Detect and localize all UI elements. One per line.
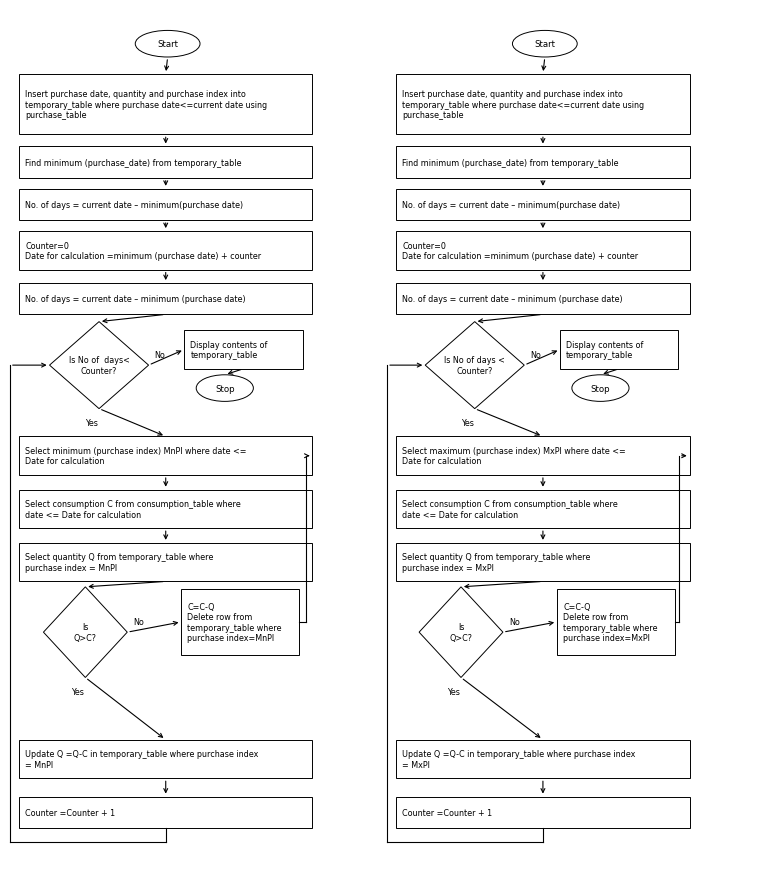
Bar bbox=[19, 232, 312, 270]
Text: Counter=0
Date for calculation =minimum (purchase date) + counter: Counter=0 Date for calculation =minimum … bbox=[402, 242, 639, 261]
Bar bbox=[396, 189, 690, 221]
Text: Yes: Yes bbox=[85, 419, 98, 428]
Text: C=C-Q
Delete row from
temporary_table where
purchase index=MxPI: C=C-Q Delete row from temporary_table wh… bbox=[563, 602, 658, 642]
Polygon shape bbox=[43, 587, 127, 678]
Bar bbox=[19, 437, 312, 475]
Bar bbox=[19, 147, 312, 179]
Text: Select quantity Q from temporary_table where
purchase index = MxPI: Select quantity Q from temporary_table w… bbox=[402, 553, 591, 572]
Bar bbox=[396, 437, 690, 475]
Text: Select minimum (purchase index) MnPI where date <=
Date for calculation: Select minimum (purchase index) MnPI whe… bbox=[25, 447, 247, 466]
Text: Display contents of
temporary_table: Display contents of temporary_table bbox=[566, 341, 644, 360]
Text: No. of days = current date – minimum (purchase date): No. of days = current date – minimum (pu… bbox=[25, 295, 246, 304]
Text: Display contents of
temporary_table: Display contents of temporary_table bbox=[190, 341, 268, 360]
Text: Is No of days <
Counter?: Is No of days < Counter? bbox=[444, 356, 505, 375]
Bar bbox=[19, 740, 312, 779]
Text: Is
Q>C?: Is Q>C? bbox=[74, 623, 97, 642]
Bar bbox=[557, 589, 675, 655]
Bar bbox=[396, 797, 690, 828]
Ellipse shape bbox=[512, 31, 577, 58]
Bar bbox=[396, 283, 690, 315]
Bar bbox=[396, 147, 690, 179]
Bar bbox=[184, 331, 303, 369]
Bar bbox=[19, 283, 312, 315]
Polygon shape bbox=[419, 587, 503, 678]
Ellipse shape bbox=[197, 375, 253, 401]
Text: Update Q =Q-C in temporary_table where purchase index
= MxPI: Update Q =Q-C in temporary_table where p… bbox=[402, 749, 636, 769]
Bar bbox=[396, 75, 690, 136]
Text: Insert purchase date, quantity and purchase index into
temporary_table where pur: Insert purchase date, quantity and purch… bbox=[402, 90, 645, 120]
Text: Update Q =Q-C in temporary_table where purchase index
= MnPI: Update Q =Q-C in temporary_table where p… bbox=[25, 749, 258, 769]
Bar bbox=[19, 797, 312, 828]
Bar bbox=[19, 543, 312, 581]
Bar bbox=[560, 331, 678, 369]
Text: C=C-Q
Delete row from
temporary_table where
purchase index=MnPI: C=C-Q Delete row from temporary_table wh… bbox=[187, 602, 282, 642]
Text: Start: Start bbox=[534, 40, 555, 50]
Text: Select consumption C from consumption_table where
date <= Date for calculation: Select consumption C from consumption_ta… bbox=[402, 500, 618, 519]
Bar bbox=[19, 75, 312, 136]
Text: Select consumption C from consumption_table where
date <= Date for calculation: Select consumption C from consumption_ta… bbox=[25, 500, 241, 519]
Ellipse shape bbox=[136, 31, 200, 58]
Text: Start: Start bbox=[157, 40, 178, 50]
Text: Counter =Counter + 1: Counter =Counter + 1 bbox=[25, 808, 115, 817]
Text: No: No bbox=[530, 351, 541, 360]
Text: Select maximum (purchase index) MxPI where date <=
Date for calculation: Select maximum (purchase index) MxPI whe… bbox=[402, 447, 626, 466]
Text: Is No of  days<
Counter?: Is No of days< Counter? bbox=[69, 356, 130, 375]
Text: No. of days = current date – minimum(purchase date): No. of days = current date – minimum(pur… bbox=[25, 201, 243, 209]
Text: Stop: Stop bbox=[591, 384, 610, 393]
Text: No. of days = current date – minimum (purchase date): No. of days = current date – minimum (pu… bbox=[402, 295, 623, 304]
Text: No: No bbox=[133, 617, 144, 627]
Bar bbox=[19, 189, 312, 221]
Bar bbox=[396, 490, 690, 528]
Text: Find minimum (purchase_date) from temporary_table: Find minimum (purchase_date) from tempor… bbox=[402, 158, 619, 168]
Text: Counter=0
Date for calculation =minimum (purchase date) + counter: Counter=0 Date for calculation =minimum … bbox=[25, 242, 261, 261]
Bar bbox=[181, 589, 299, 655]
Text: Counter =Counter + 1: Counter =Counter + 1 bbox=[402, 808, 492, 817]
Text: No: No bbox=[509, 617, 520, 627]
Polygon shape bbox=[50, 322, 149, 409]
Text: Yes: Yes bbox=[461, 419, 473, 428]
Text: No: No bbox=[155, 351, 165, 360]
Text: Insert purchase date, quantity and purchase index into
temporary_table where pur: Insert purchase date, quantity and purch… bbox=[25, 90, 267, 120]
Text: Yes: Yes bbox=[447, 687, 459, 696]
Text: Stop: Stop bbox=[215, 384, 235, 393]
Text: No. of days = current date – minimum(purchase date): No. of days = current date – minimum(pur… bbox=[402, 201, 620, 209]
Text: Yes: Yes bbox=[72, 687, 84, 696]
Text: Select quantity Q from temporary_table where
purchase index = MnPI: Select quantity Q from temporary_table w… bbox=[25, 553, 213, 572]
Polygon shape bbox=[425, 322, 524, 409]
Text: Find minimum (purchase_date) from temporary_table: Find minimum (purchase_date) from tempor… bbox=[25, 158, 242, 168]
Bar bbox=[19, 490, 312, 528]
Bar bbox=[396, 543, 690, 581]
Text: Is
Q>C?: Is Q>C? bbox=[450, 623, 472, 642]
Bar bbox=[396, 232, 690, 270]
Bar bbox=[396, 740, 690, 779]
Ellipse shape bbox=[572, 375, 629, 401]
